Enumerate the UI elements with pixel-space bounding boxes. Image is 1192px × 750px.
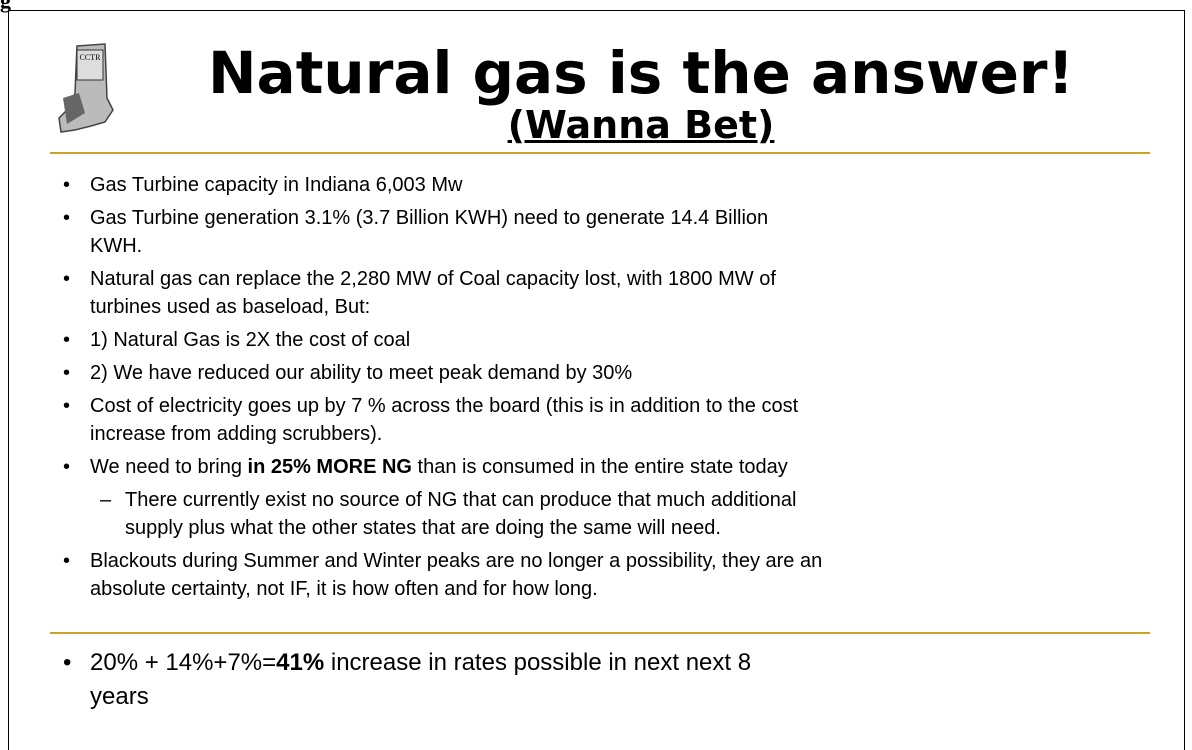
- text-line: 20% + 14%+7%=41% increase in rates possi…: [90, 648, 751, 678]
- bullet-marker: •: [63, 174, 71, 196]
- text-line: Gas Turbine capacity in Indiana 6,003 Mw: [90, 174, 463, 196]
- logo: CCTR: [58, 43, 114, 133]
- logo-box: [76, 49, 104, 81]
- title: Natural gas is the answer!: [208, 39, 1074, 107]
- bold-text: in 25% MORE NG: [247, 456, 412, 478]
- text-line: turbines used as baseload, But:: [90, 296, 371, 318]
- text-line: We need to bring in 25% MORE NG than is …: [90, 454, 788, 480]
- subtitle: (Wanna Bet): [0, 102, 1192, 148]
- text: 20% + 14%+7%=: [90, 649, 277, 676]
- text-line: increase from adding scrubbers).: [90, 423, 383, 445]
- bullet-marker: –: [100, 489, 112, 511]
- text-line: 2) We have reduced our ability to meet p…: [90, 362, 633, 384]
- text-line: Cost of electricity goes up by 7 % acros…: [90, 395, 799, 417]
- logo-text: CCTR: [80, 53, 102, 62]
- bullet-marker: •: [63, 649, 72, 676]
- bold-text: 41%: [276, 649, 325, 676]
- text-line: There currently exist no source of NG th…: [125, 489, 797, 511]
- bullet-marker: •: [63, 207, 71, 229]
- text: increase in rates possible in next next …: [324, 649, 752, 676]
- bullet-marker: •: [63, 362, 71, 384]
- text-line: Gas Turbine generation 3.1% (3.7 Billion…: [90, 207, 769, 229]
- text-line: absolute certainty, not IF, it is how of…: [90, 578, 598, 600]
- text: than is consumed in the entire state tod…: [412, 456, 788, 478]
- bullet-marker: •: [63, 395, 71, 417]
- text-line: supply plus what the other states that a…: [125, 517, 721, 539]
- bullet-marker: •: [63, 456, 71, 478]
- corner-glyph: g: [0, 0, 11, 13]
- subtitle-text: (Wanna Bet): [507, 103, 775, 147]
- text-line: KWH.: [90, 235, 143, 257]
- bullet-marker: •: [63, 550, 71, 572]
- text-line: years: [90, 683, 149, 710]
- text-line: Blackouts during Summer and Winter peaks…: [90, 550, 823, 572]
- text-line: 1) Natural Gas is 2X the cost of coal: [90, 329, 411, 351]
- bullet-marker: •: [63, 329, 71, 351]
- text: We need to bring: [90, 456, 248, 478]
- divider: [50, 632, 1150, 634]
- slide-frame: [8, 10, 1185, 750]
- bullet-marker: •: [63, 268, 71, 290]
- logo-shade: [63, 93, 85, 124]
- divider: [50, 152, 1150, 154]
- text-line: Natural gas can replace the 2,280 MW of …: [90, 268, 776, 290]
